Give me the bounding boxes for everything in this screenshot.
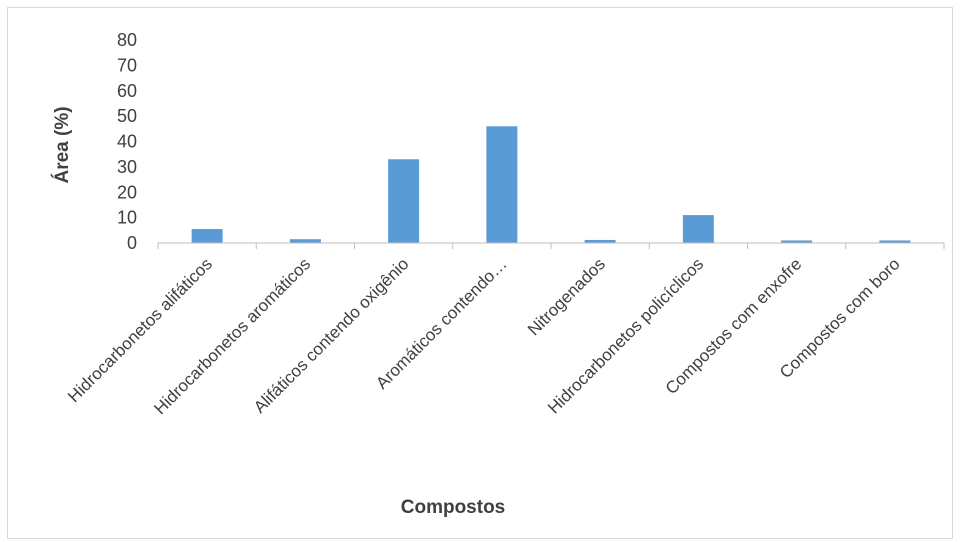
bar xyxy=(682,215,714,243)
x-category-label: Alifáticos contendo oxigênio xyxy=(250,254,412,416)
x-axis-category-labels: Hidrocarbonetos alifáticosHidrocarboneto… xyxy=(64,254,904,418)
y-tick-label: 30 xyxy=(117,157,137,177)
y-axis-ticks: 0 10 20 30 40 50 60 70 80 xyxy=(117,30,137,253)
bar xyxy=(781,240,813,243)
y-tick-label: 50 xyxy=(117,106,137,126)
x-category-label: Hidrocarbonetos aromáticos xyxy=(150,254,314,418)
bar xyxy=(388,159,420,243)
x-category-label: Nitrogenados xyxy=(524,254,609,339)
y-tick-label: 0 xyxy=(127,233,137,253)
bar xyxy=(289,239,321,243)
y-tick-label: 60 xyxy=(117,81,137,101)
y-axis-title: Área (%) xyxy=(51,106,73,183)
x-axis-tick-marks xyxy=(157,243,945,249)
bar xyxy=(879,240,911,243)
y-tick-label: 40 xyxy=(117,132,137,152)
y-tick-label: 10 xyxy=(117,208,137,228)
x-category-label: Hidrocarbonetos policíclicos xyxy=(544,254,707,417)
bar xyxy=(584,239,616,243)
bars xyxy=(191,126,911,243)
chart-area xyxy=(7,7,953,539)
x-axis-title: Compostos xyxy=(401,497,506,518)
y-tick-label: 20 xyxy=(117,182,137,202)
y-tick-label: 70 xyxy=(117,55,137,75)
y-tick-label: 80 xyxy=(117,30,137,50)
bar xyxy=(486,126,518,243)
bar xyxy=(191,229,223,243)
